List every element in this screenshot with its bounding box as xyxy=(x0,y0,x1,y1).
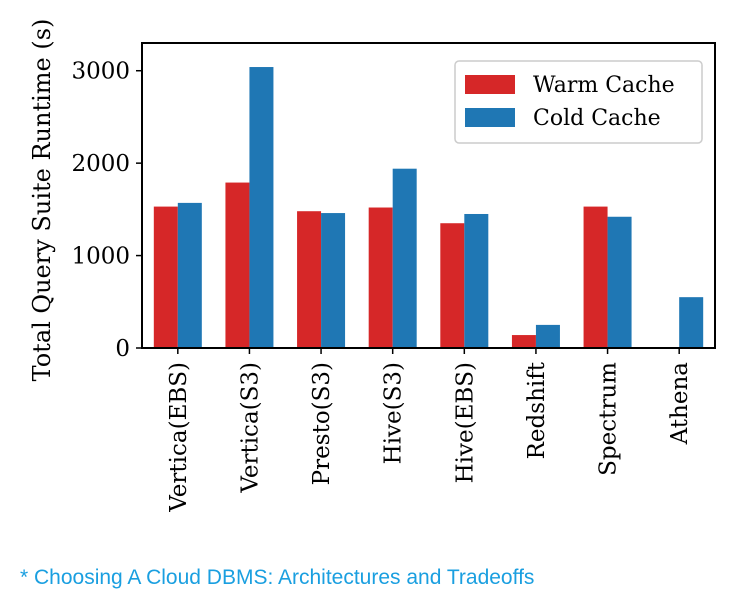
bar-cold-cache-vertica-ebs- xyxy=(177,202,202,348)
bar-cold-cache-vertica-s3- xyxy=(249,67,274,348)
x-tick-label: Spectrum xyxy=(596,362,622,476)
legend: Warm Cache Cold Cache xyxy=(454,60,703,144)
x-tick-label: Vertica(S3) xyxy=(237,362,263,494)
x-tick-label: Vertica(EBS) xyxy=(166,362,192,513)
plot-frame xyxy=(141,42,716,349)
axes: Vertica(EBS) Vertica(S3) Presto(S3) Hive(S3… xyxy=(28,19,716,513)
x-tick-label: Athena xyxy=(667,362,693,446)
x-tick-label: Hive(S3) xyxy=(381,362,407,464)
bar-cold-cache-hive-ebs- xyxy=(464,213,489,348)
bar-cold-cache-redshift xyxy=(535,324,560,348)
bar-cold-cache-presto-s3- xyxy=(321,213,346,348)
source-caption: * Choosing A Cloud DBMS: Architectures a… xyxy=(20,566,535,589)
y-tick-label: 2000 xyxy=(71,151,130,177)
bar-warm-cache-redshift xyxy=(511,335,536,348)
y-axis-label: Total Query Suite Runtime (s) xyxy=(28,19,56,382)
bar-warm-cache-vertica-s3- xyxy=(225,182,250,348)
y-tick-label: 1000 xyxy=(71,244,130,270)
x-tick-label: Presto(S3) xyxy=(309,362,335,485)
legend-label-cold-cache: Cold Cache xyxy=(533,106,661,131)
legend-swatch-cold-cache xyxy=(465,108,515,127)
y-tick-label: 3000 xyxy=(71,59,130,85)
x-tick-label: Redshift xyxy=(524,361,550,459)
bar-warm-cache-vertica-ebs- xyxy=(153,206,178,348)
bar-warm-cache-presto-s3- xyxy=(297,211,322,348)
bars xyxy=(153,67,704,348)
bar-cold-cache-athena xyxy=(679,297,704,348)
bar-cold-cache-hive-s3- xyxy=(392,168,417,348)
bar-warm-cache-spectrum xyxy=(583,206,608,348)
legend-swatch-warm-cache xyxy=(465,75,515,94)
legend-label-warm-cache: Warm Cache xyxy=(533,73,675,98)
y-tick-label: 0 xyxy=(115,336,130,362)
bar-warm-cache-hive-ebs- xyxy=(440,223,465,348)
x-tick-label: Hive(EBS) xyxy=(452,362,478,483)
bar-warm-cache-hive-s3- xyxy=(368,207,393,348)
bar-cold-cache-spectrum xyxy=(607,216,632,348)
legend-box xyxy=(454,60,703,144)
